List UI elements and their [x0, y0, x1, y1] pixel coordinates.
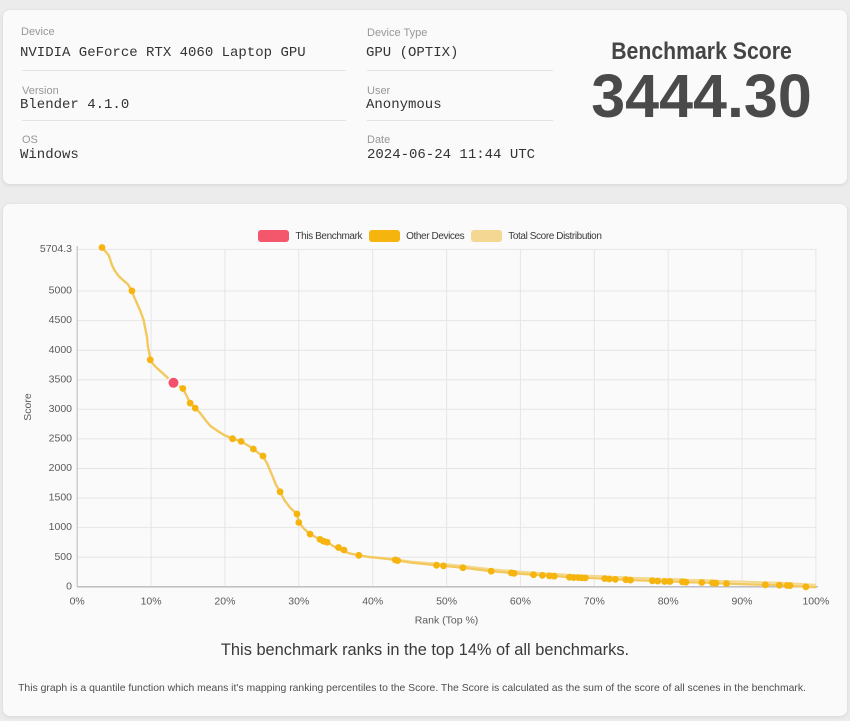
svg-text:5000: 5000	[49, 285, 73, 297]
svg-text:1500: 1500	[49, 492, 73, 504]
svg-text:3000: 3000	[49, 403, 73, 415]
svg-text:40%: 40%	[362, 596, 383, 608]
svg-text:3500: 3500	[49, 373, 73, 385]
svg-text:500: 500	[54, 551, 72, 563]
svg-text:0%: 0%	[70, 596, 85, 608]
svg-text:10%: 10%	[141, 596, 162, 608]
svg-text:30%: 30%	[288, 596, 309, 608]
svg-text:2000: 2000	[49, 462, 73, 474]
svg-text:Score: Score	[22, 393, 34, 421]
svg-text:50%: 50%	[436, 596, 457, 608]
svg-text:0: 0	[66, 580, 72, 592]
svg-text:4000: 4000	[49, 344, 73, 356]
svg-text:1000: 1000	[49, 521, 73, 533]
svg-text:90%: 90%	[731, 596, 752, 608]
svg-text:60%: 60%	[510, 596, 531, 608]
svg-text:20%: 20%	[214, 596, 235, 608]
svg-text:4500: 4500	[49, 314, 73, 326]
svg-text:100%: 100%	[802, 596, 829, 608]
svg-text:5704.3: 5704.3	[40, 243, 72, 255]
svg-text:Rank (Top %): Rank (Top %)	[415, 615, 479, 627]
svg-text:70%: 70%	[584, 596, 605, 608]
svg-text:2500: 2500	[49, 433, 73, 445]
svg-text:80%: 80%	[658, 596, 679, 608]
